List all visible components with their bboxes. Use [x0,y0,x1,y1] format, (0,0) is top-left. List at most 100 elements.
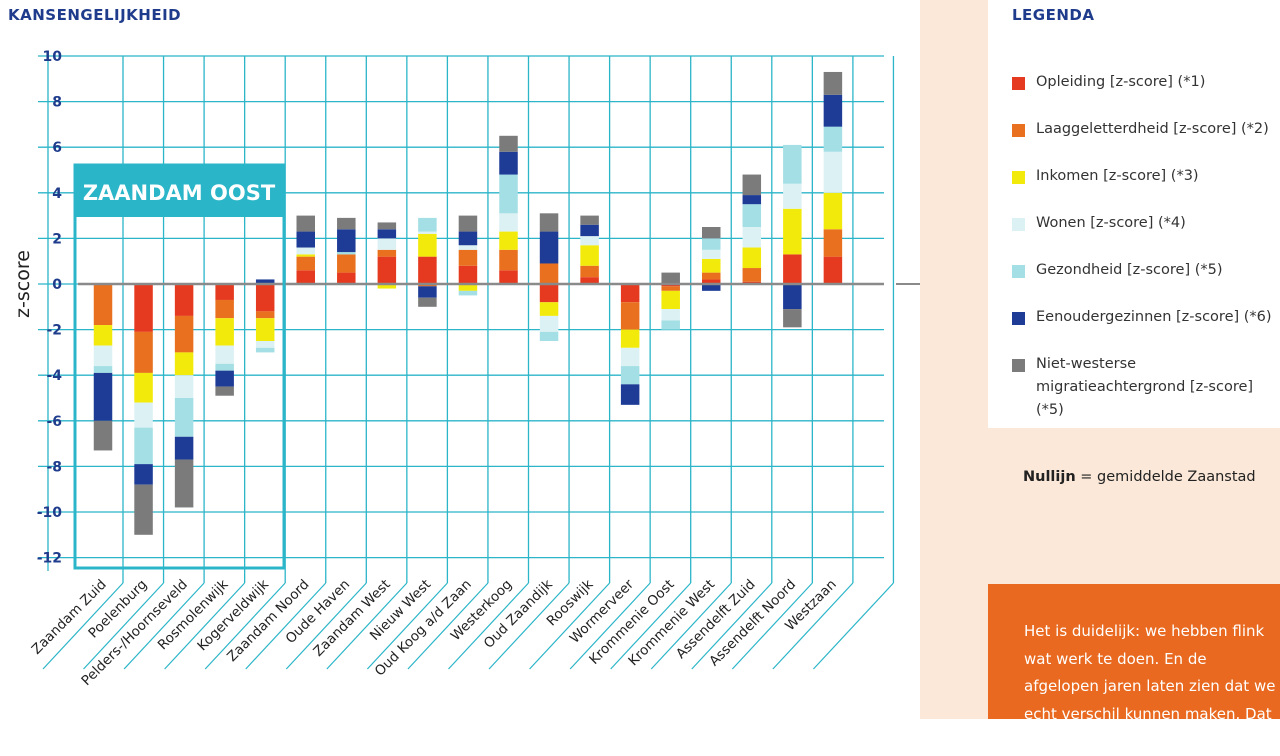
bar-segment [783,284,802,310]
bar-segment [580,245,599,266]
bar-segment [458,215,478,232]
bar-segment [134,484,153,535]
bar-segment [296,215,315,232]
bar-segment [823,256,843,284]
bar-segment [215,363,234,371]
bar-segment [620,366,640,385]
bar-segment [783,183,802,209]
legend-item-wonen: Wonen [z-score] (*4) [1012,215,1186,235]
legend-item-opleiding: Opleiding [z-score] (*1) [1012,74,1205,94]
bar-segment [580,224,599,237]
y-tick-label: -8 [46,459,62,475]
x-tick-label: Kogerveldwijk [194,576,272,654]
bar-segment [255,279,275,284]
bar-segment [458,290,478,296]
bar-segment [296,270,315,284]
y-tick-label: -6 [46,414,62,430]
legend-item-migratieachtergrond: Niet-westerse migratieachtergrond [z-sco… [1012,356,1272,422]
gridline-tail [164,582,246,670]
bar-segment [661,309,680,321]
bar-segment [702,279,721,284]
bar-segment [418,256,437,284]
y-tick-label: 2 [52,231,62,247]
bar-segment [702,272,721,280]
bar-segment [742,195,762,205]
bar-segment [174,436,194,460]
bar-segment [174,284,194,316]
legend: LEGENDA [988,0,1280,428]
gridline-tail [42,582,124,670]
legend-swatch [1012,124,1025,137]
y-tick-label: -10 [37,505,63,521]
bar-segment [783,144,802,184]
gridline-tail [123,582,205,670]
bar-segment [539,263,559,284]
y-tick-label: -4 [46,368,62,384]
bar-segment [702,238,721,250]
legend-item-eenoudergezinnen: Eenoudergezinnen [z-score] (*6) [1012,309,1272,329]
gridline-tail [83,582,164,670]
bar-segment [458,265,478,284]
gridline-tail [691,582,773,670]
bar-segment [215,345,234,364]
y-tick-label: 4 [52,186,62,202]
legend-item-laaggeletterdheid: Laaggeletterdheid [z-score] (*2) [1012,121,1269,141]
bar-segment [661,286,680,291]
zero-line-note-text: = gemiddelde Zaanstad [1075,469,1256,485]
bar-segment [742,204,762,227]
bar-segment [418,233,437,257]
bar-segment [93,325,113,346]
gridline-tail [285,582,367,670]
legend-label: Inkomen [z-score] (*3) [1036,168,1199,184]
bar-segment [418,217,437,232]
bar-segment [377,284,397,289]
gridline-tail [366,582,448,670]
bar-segment [458,245,478,250]
bar-segment [742,227,762,248]
gridline-tail [610,582,692,670]
legend-label: Laaggeletterdheid [z-score] (*2) [1036,121,1269,137]
gridline-tail [245,582,327,670]
bar-segment [539,331,559,341]
bar-segment [215,386,234,396]
bar-segment [661,272,680,284]
legend-label: Niet-westerse migratieachtergrond [z-sco… [1036,356,1254,418]
legend-swatch [1012,265,1025,278]
bar-segment [296,247,315,255]
y-tick-label: -2 [46,323,62,339]
bar-segment [783,309,802,328]
bar-segment [539,231,559,264]
bar-segment [580,277,599,284]
bar-segment [418,231,437,234]
callout-box: Het is duidelijk: we hebben flink wat we… [988,584,1280,750]
bar-segment [93,420,113,451]
bar-segment [742,268,762,282]
bar-segment [337,229,356,253]
bar-segment [620,284,640,303]
bar-segment [377,238,397,250]
bar-segment [215,299,234,319]
bar-segment [620,329,640,348]
chart-area: KANSENGELIJKHEID 10 8 6 4 2 0 -2 -4 -6 -8 -10 -12 z-… [8,6,1003,689]
bar-segment [418,297,437,307]
bar-segment [337,252,356,255]
legend-item-inkomen: Inkomen [z-score] (*3) [1012,168,1199,188]
legend-label: Eenoudergezinnen [z-score] (*6) [1036,309,1272,325]
stacked-bar-chart: 10 8 6 4 2 0 -2 -4 -6 -8 -10 -12 z-score ZAANDAM OOST… [12,49,1003,689]
bar-segment [783,254,802,284]
legend-title: LEGENDA [1012,6,1095,24]
legend-swatch [1012,218,1025,231]
gridline-tail [772,582,854,670]
bar-segment [580,265,599,278]
legend-item-gezondheid: Gezondheid [z-score] (*5) [1012,262,1223,282]
bar-segment [93,345,113,367]
bar-segment [215,370,234,387]
x-tick-label: Rosmolenwijk [155,576,232,653]
bar-segment [499,174,518,214]
bar-segment [255,311,275,319]
bar-segment [499,213,518,232]
bar-segment [499,270,518,284]
zero-line-note: Nullijn = gemiddelde Zaanstad [1023,469,1256,485]
bar-segment [174,375,194,398]
highlight-label: ZAANDAM OOST [83,181,276,205]
